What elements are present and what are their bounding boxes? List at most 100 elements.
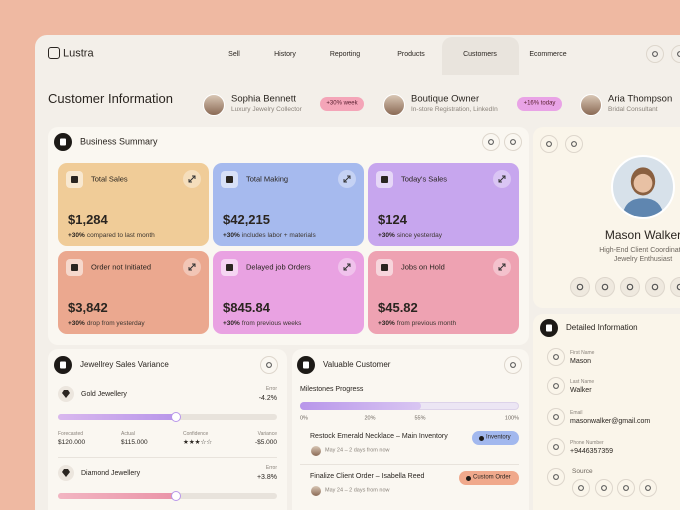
stat-value: -$5.000: [254, 439, 277, 447]
nav-item[interactable]: Ecommerce: [529, 50, 567, 58]
summary-card: [58, 251, 209, 334]
stat-value: ★★★☆☆: [183, 439, 213, 447]
card-note: from previous month: [396, 320, 457, 328]
profile-name: Mason Walker: [604, 227, 680, 242]
card-label: Order not Initiated: [91, 262, 152, 272]
nav-item[interactable]: Customers: [463, 50, 497, 58]
stat-label: Forecasted: [58, 431, 84, 437]
task-date: May 24 – 2 days from now: [325, 447, 390, 454]
task-tag[interactable]: [459, 471, 519, 485]
nav-item[interactable]: Reporting: [329, 50, 361, 58]
error-label: Error: [265, 386, 277, 392]
person-role: Luxury Jewelry Collector: [231, 106, 302, 114]
card-label: Total Sales: [91, 174, 128, 184]
stat-value: $120.000: [58, 439, 86, 447]
icon-button[interactable]: [547, 408, 565, 426]
icon-button[interactable]: [572, 479, 590, 497]
card-change: +30%: [378, 232, 395, 240]
icon-button[interactable]: [620, 277, 640, 297]
card-note: since yesterday: [396, 232, 442, 240]
divider: [300, 464, 519, 465]
icon-button[interactable]: [639, 479, 657, 497]
avatar: [580, 94, 602, 116]
item-icon: [58, 465, 74, 481]
progress-knob[interactable]: [171, 412, 181, 422]
stat-label: Variance: [257, 431, 277, 437]
field-value: Mason: [570, 357, 592, 365]
summary-card: [368, 163, 519, 246]
stat-label: Confidence: [183, 431, 209, 437]
icon-button[interactable]: [570, 277, 590, 297]
milestone-tick: 0%: [300, 415, 308, 422]
field-label: Last Name: [570, 379, 595, 385]
profile-role: High-End Client Coordinator: [599, 246, 680, 254]
milestone-tick: 100%: [504, 415, 519, 422]
icon-button[interactable]: [504, 133, 522, 151]
profile-photo: [611, 155, 675, 219]
logo: Lustra: [63, 47, 94, 60]
tag-dot: [478, 435, 484, 441]
milestone-tick: 55%: [414, 415, 426, 422]
icon-button[interactable]: [646, 45, 664, 63]
icon-button[interactable]: [260, 356, 278, 374]
item-name: Gold Jewellery: [81, 390, 127, 398]
task-tag-text: Inventory: [486, 434, 511, 441]
person-role: Bridal Consultant: [608, 106, 658, 114]
task-tag[interactable]: [472, 431, 519, 445]
nav-item[interactable]: Products: [397, 50, 425, 58]
icon-button[interactable]: [540, 135, 558, 153]
card-value: $42,215: [223, 212, 270, 228]
icon-button[interactable]: [617, 479, 635, 497]
avatar: [383, 94, 405, 116]
field-value: Walker: [570, 386, 592, 394]
icon-button[interactable]: [547, 438, 565, 456]
progress-fill: [58, 493, 176, 499]
field-value: +9446357359: [570, 447, 614, 455]
expand-button[interactable]: [493, 258, 511, 276]
active-tab: [442, 37, 519, 75]
expand-button[interactable]: [183, 258, 201, 276]
expand-button[interactable]: [183, 170, 201, 188]
section-icon: [540, 319, 558, 337]
card-note: includes labor + materials: [241, 232, 316, 240]
field-label: Email: [570, 410, 583, 416]
nav-item[interactable]: History: [274, 50, 296, 58]
section-title: Business Summary: [80, 136, 158, 147]
card-change: +30%: [68, 320, 85, 328]
card-icon: [221, 259, 238, 276]
progress-fill: [58, 414, 176, 420]
section-icon: [297, 356, 315, 374]
icon-button[interactable]: [547, 348, 565, 366]
nav-item[interactable]: Sell: [228, 50, 240, 58]
person-role: In-store Registration, LinkedIn: [411, 106, 498, 114]
icon-button[interactable]: [547, 377, 565, 395]
icon-button[interactable]: [482, 133, 500, 151]
card-note: compared to last month: [86, 232, 155, 240]
card-label: Delayed job Orders: [246, 262, 311, 272]
expand-button[interactable]: [338, 258, 356, 276]
card-icon: [376, 259, 393, 276]
item-name: Diamond Jewellery: [81, 469, 141, 477]
card-icon: [66, 171, 83, 188]
icon-button[interactable]: [595, 479, 613, 497]
task-avatar: [311, 446, 321, 456]
badge: [517, 97, 562, 111]
expand-button[interactable]: [493, 170, 511, 188]
milestones-label: Milestones Progress: [300, 385, 364, 393]
progress-knob[interactable]: [171, 491, 181, 501]
icon-button[interactable]: [645, 277, 665, 297]
profile-role: Jewelry Enthusiast: [613, 255, 673, 263]
expand-button[interactable]: [338, 170, 356, 188]
icon-button[interactable]: [504, 356, 522, 374]
card-label: Total Making: [246, 174, 289, 184]
icon-button[interactable]: [547, 468, 565, 486]
badge-text: +30% week: [326, 100, 358, 107]
task-avatar: [311, 486, 321, 496]
sales-variance-panel: [48, 349, 287, 510]
icon-button[interactable]: [565, 135, 583, 153]
icon-button[interactable]: [595, 277, 615, 297]
field-label: Source: [572, 468, 593, 476]
icon-button[interactable]: [671, 45, 680, 63]
icon-button[interactable]: [670, 277, 680, 297]
